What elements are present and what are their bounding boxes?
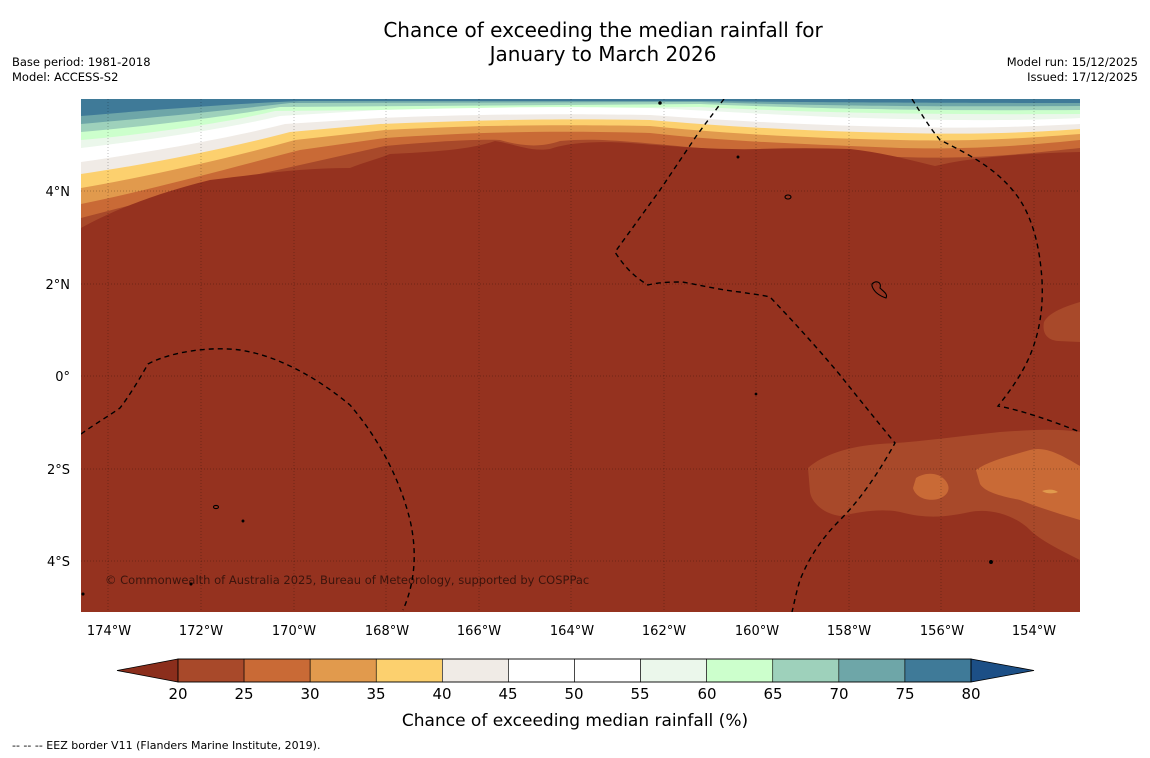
eez-border-kiribati-line-east bbox=[911, 99, 1080, 433]
model-name: Model: ACCESS-S2 bbox=[12, 70, 119, 84]
colorbar-ticks: 20 25 30 35 40 45 50 55 60 65 70 75 80 bbox=[168, 685, 980, 703]
colorbar-tick: 20 bbox=[168, 685, 187, 703]
copyright-notice: © Commonwealth of Australia 2025, Bureau… bbox=[105, 573, 589, 587]
colorbar-tick: 35 bbox=[366, 685, 385, 703]
colorbar-tick: 50 bbox=[564, 685, 583, 703]
island-small-3 bbox=[81, 592, 85, 596]
eez-border-kiribati-line-west bbox=[614, 99, 896, 612]
model-run: Model run: 15/12/2025 bbox=[1006, 55, 1138, 69]
eez-borders bbox=[81, 99, 1080, 612]
issued-date: Issued: 17/12/2025 bbox=[1027, 70, 1138, 84]
colorbar-cell bbox=[177, 658, 245, 683]
colorbar-tick: 45 bbox=[498, 685, 517, 703]
lat-label: 4°S bbox=[47, 555, 70, 570]
lon-label: 160°W bbox=[735, 624, 779, 639]
island-tabuaeran bbox=[784, 194, 792, 200]
colorbar-tick: 60 bbox=[697, 685, 716, 703]
colorbar-cell bbox=[375, 658, 443, 683]
island-baker bbox=[212, 504, 220, 510]
patch-south-25-30 bbox=[976, 448, 1080, 520]
islands bbox=[81, 101, 993, 596]
lat-label: 0° bbox=[55, 370, 70, 385]
chart-title: Chance of exceeding the median rainfall … bbox=[300, 18, 906, 66]
lat-label: 4°N bbox=[46, 185, 71, 200]
lon-label: 156°W bbox=[920, 624, 964, 639]
colorbar: 20 25 30 35 40 45 50 55 60 65 70 75 80 C… bbox=[116, 658, 1035, 731]
map-figure: © Commonwealth of Australia 2025, Bureau… bbox=[46, 99, 1080, 731]
island-howland bbox=[658, 101, 662, 105]
colorbar-tick: 40 bbox=[432, 685, 451, 703]
title-line-1: Chance of exceeding the median rainfall … bbox=[383, 18, 823, 42]
island-small-1 bbox=[241, 519, 245, 523]
patch-east-25-30-a bbox=[1043, 302, 1080, 342]
colorbar-cell bbox=[706, 658, 774, 683]
colorbar-tick: 65 bbox=[763, 685, 782, 703]
colorbar-tick: 80 bbox=[961, 685, 980, 703]
lon-label: 164°W bbox=[550, 624, 594, 639]
colorbar-cell bbox=[640, 658, 707, 683]
colorbar-cell bbox=[309, 658, 377, 683]
colorbar-cell bbox=[442, 658, 509, 683]
lon-label: 168°W bbox=[365, 624, 409, 639]
island-jarvis bbox=[989, 560, 993, 564]
colorbar-tick: 25 bbox=[234, 685, 253, 703]
colorbar-cell bbox=[574, 658, 641, 683]
lat-label: 2°S bbox=[47, 463, 70, 478]
lon-label: 158°W bbox=[827, 624, 871, 639]
colorbar-over-arrow bbox=[970, 658, 1035, 683]
colorbar-tick: 70 bbox=[829, 685, 848, 703]
lon-axis-labels: 174°W 172°W 170°W 168°W 166°W 164°W 162°… bbox=[87, 624, 1056, 639]
colorbar-label: Chance of exceeding median rainfall (%) bbox=[402, 711, 748, 731]
lon-label: 154°W bbox=[1012, 624, 1056, 639]
colorbar-tick: 75 bbox=[895, 685, 914, 703]
lon-label: 174°W bbox=[87, 624, 131, 639]
meta-left: Base period: 1981-2018 Model: ACCESS-S2 bbox=[12, 55, 151, 85]
colorbar-tick: 55 bbox=[630, 685, 649, 703]
colorbar-cell bbox=[508, 658, 575, 683]
lon-label: 172°W bbox=[179, 624, 223, 639]
lat-label: 2°N bbox=[46, 278, 71, 293]
colorbar-tick: 30 bbox=[300, 685, 319, 703]
lat-axis-labels: 4°N 2°N 0° 2°S 4°S bbox=[46, 185, 71, 570]
patch-south-25-30-b bbox=[913, 473, 949, 500]
base-period: Base period: 1981-2018 bbox=[12, 55, 151, 69]
colorbar-cell bbox=[904, 658, 972, 683]
lon-label: 170°W bbox=[272, 624, 316, 639]
meta-right: Model run: 15/12/2025 Issued: 17/12/2025 bbox=[1007, 55, 1138, 85]
lon-label: 166°W bbox=[457, 624, 501, 639]
region-below-20 bbox=[81, 141, 1080, 612]
colorbar-cells bbox=[177, 658, 972, 683]
patch-south-30-35 bbox=[1042, 489, 1058, 494]
colorbar-frame bbox=[177, 658, 972, 683]
island-kiritimati bbox=[871, 281, 888, 299]
lon-label: 162°W bbox=[642, 624, 686, 639]
colorbar-cell bbox=[243, 658, 311, 683]
colorbar-cell bbox=[772, 658, 840, 683]
island-small-4 bbox=[189, 582, 193, 586]
title-line-2: January to March 2026 bbox=[489, 42, 717, 66]
map-area bbox=[81, 99, 1080, 612]
island-small-2 bbox=[754, 392, 758, 396]
colorbar-under-arrow bbox=[116, 658, 179, 683]
island-small-5 bbox=[736, 155, 740, 159]
colorbar-cell bbox=[838, 658, 906, 683]
eez-legend-note: -- -- -- EEZ border V11 (Flanders Marine… bbox=[12, 739, 321, 752]
